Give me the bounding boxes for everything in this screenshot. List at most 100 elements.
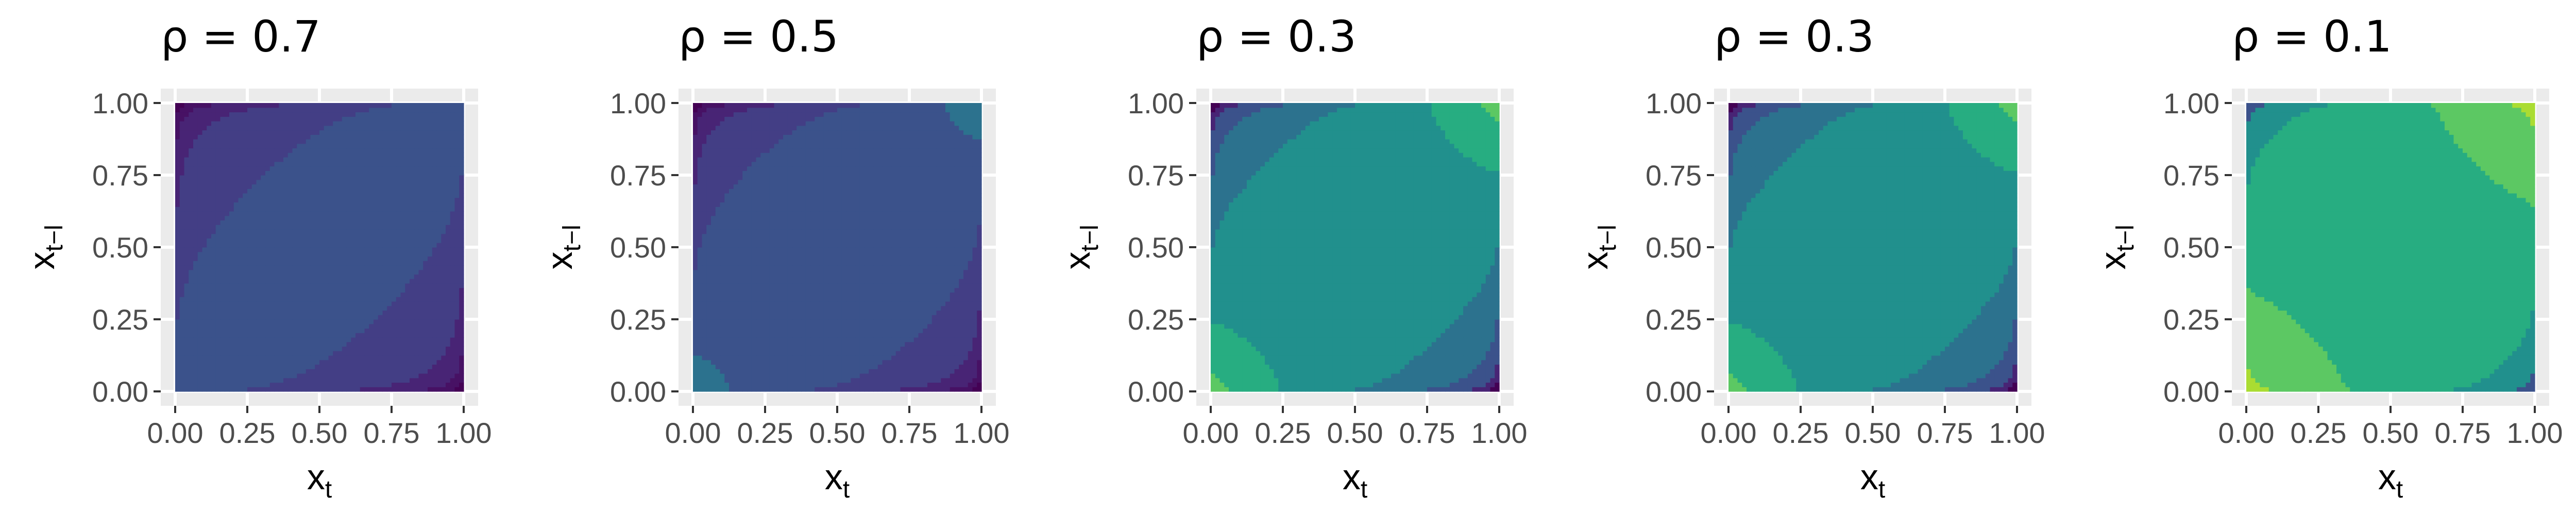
- heat-cell: [238, 184, 243, 189]
- heat-cell: [414, 387, 419, 392]
- heat-cell: [941, 333, 946, 338]
- heat-cell: [405, 220, 410, 225]
- heat-cell: [436, 184, 442, 189]
- heat-cell: [833, 377, 838, 383]
- heat-cell: [220, 346, 225, 351]
- heat-cell: [310, 333, 315, 338]
- heat-cell: [297, 184, 302, 189]
- heat-cell: [887, 387, 892, 392]
- heat-cell: [337, 247, 343, 252]
- heat-cell: [360, 103, 365, 108]
- heat-cell: [364, 197, 369, 203]
- heat-cell: [801, 333, 806, 338]
- heat-cell: [315, 310, 320, 315]
- heat-cell: [351, 247, 356, 252]
- heat-cell: [301, 116, 307, 122]
- heat-cell: [175, 170, 180, 176]
- heat-cell: [882, 364, 887, 369]
- heat-cell: [454, 112, 460, 117]
- heat-cell: [324, 256, 329, 261]
- heat-cell: [179, 175, 185, 180]
- heat-cell: [251, 134, 257, 140]
- heat-cell: [184, 112, 189, 117]
- heat-cell: [729, 328, 734, 333]
- heat-cell: [279, 170, 284, 176]
- heat-cell: [346, 292, 351, 297]
- heat-cell: [774, 359, 779, 365]
- heat-cell: [310, 130, 315, 135]
- heat-cell: [333, 143, 338, 149]
- heat-cell: [297, 220, 302, 225]
- heat-cell: [954, 359, 959, 365]
- heat-cell: [410, 243, 415, 248]
- heat-cell: [697, 337, 703, 342]
- heat-cell: [392, 382, 397, 387]
- heat-cell: [400, 184, 405, 189]
- heat-cell: [432, 197, 437, 203]
- heat-cell: [215, 103, 221, 108]
- heat-cell: [364, 251, 369, 257]
- heat-cell: [261, 328, 266, 333]
- heat-cell: [233, 121, 239, 126]
- heat-cell: [283, 382, 289, 387]
- heat-cell: [247, 328, 252, 333]
- heat-cell: [220, 238, 225, 243]
- heat-cell: [738, 377, 743, 383]
- heat-cell: [220, 337, 225, 342]
- heat-cell: [333, 179, 338, 185]
- heat-cell: [279, 359, 284, 365]
- heat-cell: [333, 152, 338, 158]
- heat-cell: [211, 251, 216, 257]
- heat-cell: [392, 229, 397, 234]
- heat-cell: [828, 377, 833, 383]
- heat-cell: [207, 103, 212, 108]
- heat-cell: [459, 107, 464, 113]
- heat-cell: [364, 125, 369, 131]
- heat-cell: [346, 251, 351, 257]
- heat-cell: [274, 143, 279, 149]
- heat-cell: [256, 315, 261, 320]
- heat-cell: [324, 220, 329, 225]
- heat-cell: [382, 238, 387, 243]
- heat-cell: [287, 292, 293, 297]
- heat-cell: [306, 369, 311, 374]
- heat-cell: [418, 134, 423, 140]
- heat-cell: [396, 323, 401, 329]
- heat-cell: [950, 333, 955, 338]
- heat-cell: [454, 103, 460, 108]
- heat-cell: [333, 211, 338, 216]
- heat-cell: [441, 225, 446, 230]
- heat-cell: [315, 319, 320, 324]
- heat-cell: [918, 373, 923, 379]
- heat-cell: [269, 283, 275, 288]
- heat-cell: [436, 134, 442, 140]
- heat-cell: [233, 305, 239, 311]
- heat-cell: [387, 333, 392, 338]
- heat-cell: [179, 233, 185, 239]
- heat-cell: [801, 387, 806, 392]
- heat-cell: [374, 355, 379, 360]
- heat-cell: [382, 373, 387, 379]
- heat-cell: [450, 188, 455, 194]
- heat-cell: [247, 157, 252, 162]
- heat-cell: [441, 175, 446, 180]
- heat-cell: [729, 382, 734, 387]
- heat-cell: [202, 319, 207, 324]
- heat-cell: [238, 229, 243, 234]
- heat-cell: [837, 333, 842, 338]
- heat-cell: [450, 243, 455, 248]
- heat-cell: [189, 134, 194, 140]
- heat-cell: [211, 220, 216, 225]
- heat-cell: [950, 382, 955, 387]
- heat-cell: [274, 243, 279, 248]
- heat-cell: [351, 377, 356, 383]
- heat-cell: [184, 297, 189, 302]
- heat-cell: [900, 387, 905, 392]
- heat-cell: [833, 351, 838, 356]
- heat-cell: [274, 301, 279, 306]
- heat-cell: [428, 188, 433, 194]
- heat-cell: [400, 323, 405, 329]
- heat-cell: [342, 301, 347, 306]
- heat-cell: [405, 301, 410, 306]
- heat-cell: [256, 238, 261, 243]
